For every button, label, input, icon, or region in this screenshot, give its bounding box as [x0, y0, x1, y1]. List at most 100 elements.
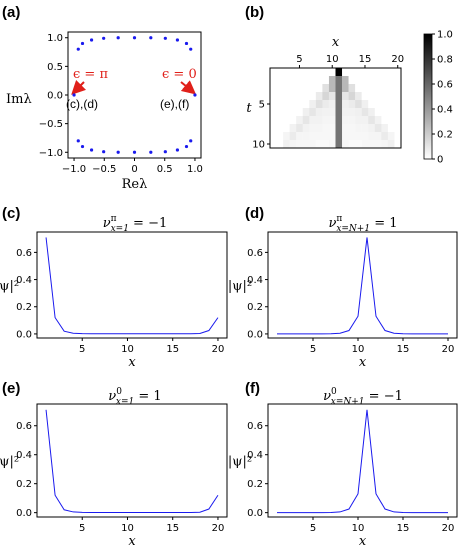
b-heatmap-cell	[374, 84, 382, 93]
b-heatmap-cell	[270, 76, 277, 85]
b-heatmap-cell	[387, 100, 395, 109]
b-axes-frame	[269, 67, 402, 149]
d-xtick-label: 5	[310, 344, 316, 355]
b-heatmap-cell	[322, 76, 330, 85]
b-xtick-label: 20	[391, 54, 404, 65]
b-heatmap-cell	[322, 84, 330, 93]
b-heatmap-cell	[368, 140, 375, 149]
b-heatmap-cell	[355, 100, 362, 109]
f-y-axis-label: |ψ|²	[228, 455, 252, 470]
a-eigenvalue-point	[175, 38, 180, 42]
b-heatmap-cell	[302, 132, 310, 141]
a-eigenvalue-point	[193, 93, 197, 97]
b-heatmap-cell	[348, 84, 356, 93]
b-heatmap-cell	[355, 116, 362, 125]
d-title-subscript: x=N+1	[336, 224, 370, 234]
a-x-axis-label: Reλ	[122, 177, 148, 192]
b-heatmap-cell	[276, 116, 284, 125]
b-heatmap-cell	[328, 100, 336, 109]
a-ytick-label: 0.5	[47, 62, 63, 73]
a-eigenvalue-point	[149, 150, 153, 154]
b-heatmap-cell	[355, 92, 362, 101]
b-heatmap-cell	[368, 116, 375, 125]
f-title-superscript: 0	[331, 387, 337, 397]
f-title-subscript: x=N+1	[331, 397, 365, 407]
f-axes-frame	[267, 403, 458, 518]
b-heatmap-cell	[289, 124, 297, 133]
b-heatmap-cell	[328, 76, 336, 85]
c-y-axis-label: |ψ|²	[0, 279, 19, 294]
e-x-axis-label: x	[128, 534, 136, 549]
b-heatmap-cell	[387, 140, 395, 149]
b-heatmap-cell	[315, 124, 323, 133]
c-xtick-label: 20	[212, 344, 225, 355]
b-heatmap-cell	[381, 124, 389, 133]
annotation-eps-0: ϵ = 0	[162, 67, 197, 82]
b-heatmap-cell	[315, 140, 323, 149]
b-heatmap-cell	[394, 84, 402, 93]
b-heatmap-cell	[276, 84, 284, 93]
b-xtick-label: 5	[296, 54, 302, 65]
b-heatmap-cell	[328, 68, 336, 77]
d-ytick-label: 0.2	[247, 302, 263, 313]
e-xtick-label: 20	[212, 523, 225, 534]
b-heatmap-cell	[283, 84, 290, 93]
b-heatmap-cell	[374, 116, 382, 125]
annotation-ef: (e),(f)	[160, 97, 189, 111]
b-heatmap-cell	[361, 124, 369, 133]
f-title-value: = −1	[365, 389, 403, 404]
b-heatmap-cell	[394, 140, 402, 149]
f-xtick-label: 20	[442, 523, 455, 534]
f-xtick-label: 10	[352, 523, 365, 534]
b-heatmap-cell	[302, 76, 310, 85]
a-eigenvalue-point	[80, 41, 85, 46]
a-eigenvalue-point	[72, 93, 76, 97]
b-heatmap-cell	[374, 100, 382, 109]
b-heatmap-cell	[289, 116, 297, 125]
b-heatmap-cell	[289, 140, 297, 149]
b-heatmap-cell	[315, 84, 323, 93]
b-heatmap-cell	[348, 100, 356, 109]
b-heatmap-cell	[368, 76, 375, 85]
d-ytick-label: 0.0	[247, 329, 263, 340]
plot-layer: −1.0 −0.5 0 0.5 1.0 −1.0 −0.5 0.0 0.5 1.0 Reλ Imλ 5 1…	[0, 30, 458, 549]
e-title-value: = 1	[134, 389, 161, 404]
b-heatmap-cell	[276, 108, 284, 117]
b-heatmap-cell	[270, 84, 277, 93]
e-axes-frame	[36, 403, 228, 518]
b-heatmap-cell	[276, 76, 284, 85]
e-ytick-label: 0.2	[16, 479, 32, 490]
b-heatmap-cell	[368, 92, 375, 101]
panel-label-f: (f)	[245, 380, 260, 397]
c-series-line	[45, 237, 219, 335]
b-colorbar-tick-label: 0.4	[437, 105, 453, 116]
a-eigenvalue-point	[102, 150, 106, 154]
b-x-axis-label: x	[332, 35, 340, 50]
b-heatmap-cell	[368, 100, 375, 109]
c-x-axis-label: x	[128, 355, 136, 370]
b-heatmap-cell	[361, 92, 369, 101]
e-xtick-label: 5	[79, 523, 85, 534]
d-title-symbol: ν	[328, 216, 336, 231]
d-series-line	[277, 237, 448, 335]
b-heatmap-cell	[361, 140, 369, 149]
f-ytick-label: 0.6	[247, 421, 263, 432]
a-eigenvalue-point	[116, 150, 120, 154]
b-heatmap-cell	[283, 124, 290, 133]
b-heatmap-cell	[374, 124, 382, 133]
b-heatmap-cell	[309, 116, 317, 125]
b-heatmap-cell	[270, 100, 277, 109]
b-heatmap-cell	[270, 124, 277, 133]
d-title-superscript: π	[336, 214, 342, 224]
b-heatmap-cell	[322, 68, 330, 77]
a-eigenvalue-point	[184, 144, 189, 149]
d-ytick-label: 0.6	[247, 248, 263, 259]
b-heatmap-cell	[342, 124, 349, 133]
e-xtick-label: 10	[121, 523, 134, 534]
d-ytick-label: 0.4	[247, 275, 263, 286]
b-heatmap-cell	[322, 108, 330, 117]
arrow-eps-0	[180, 80, 197, 95]
d-y-axis-label: |ψ|²	[228, 279, 252, 294]
b-heatmap-cell	[361, 116, 369, 125]
b-y-axis-label: t	[246, 101, 252, 116]
